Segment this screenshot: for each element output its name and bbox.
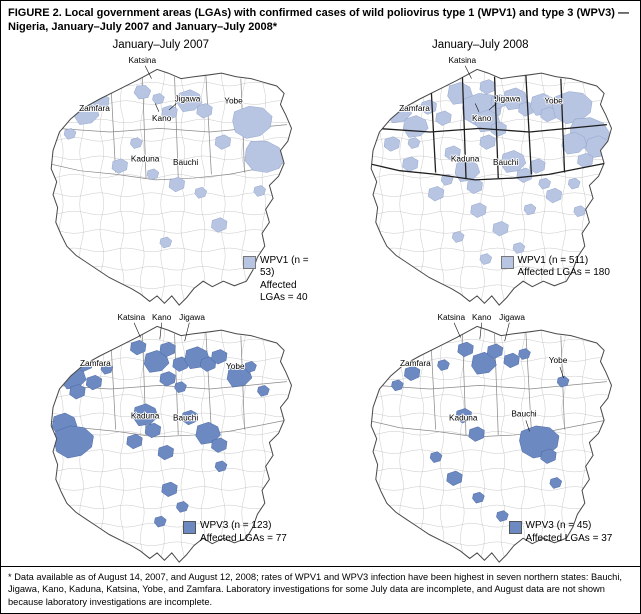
state-label-kano: Kano <box>152 313 172 322</box>
map-panel-wpv3-2007: Katsina Kano Jigawa Zamfara Yobe Kaduna … <box>1 308 321 566</box>
state-label-yobe: Yobe <box>544 96 563 105</box>
legend-cases: WPV3 (n = 45) <box>525 520 592 532</box>
column-header-2007: January–July 2007 <box>112 38 210 51</box>
state-label-bauchi: Bauchi <box>511 410 536 419</box>
nigeria-map-wpv1-2008: Katsina Jigawa Yobe Zamfara Kano Kaduna … <box>321 55 641 309</box>
map-panel-wpv3-2008: Katsina Kano Jigawa Zamfara Yobe Kaduna … <box>321 308 641 566</box>
legend-swatch-wpv3 <box>508 521 522 535</box>
state-label-yobe: Yobe <box>224 96 243 105</box>
column-header-2008: January–July 2008 <box>431 38 529 51</box>
state-labels: Katsina Kano Jigawa Zamfara Yobe Kaduna … <box>79 312 246 423</box>
map-panel-wpv1-2007: Katsina Jigawa Yobe Zamfara Kano Kaduna … <box>1 51 321 309</box>
state-label-bauchi: Bauchi <box>173 414 198 423</box>
figure-footnote: * Data available as of August 14, 2007, … <box>1 566 640 613</box>
legend-lgas: Affected LGAs = 40 <box>260 279 308 304</box>
legend-swatch-wpv1 <box>500 255 514 269</box>
legend-lgas: Affected LGAs = 180 <box>517 267 610 279</box>
state-label-katsina: Katsina <box>129 56 157 65</box>
nigeria-map-wpv1-2007: Katsina Jigawa Yobe Zamfara Kano Kaduna … <box>1 55 321 309</box>
state-label-yobe: Yobe <box>226 362 245 371</box>
state-label-kaduna: Kaduna <box>131 154 160 163</box>
legend-wpv3-2007: WPV3 (n = 123) Affected LGAs = 77 <box>183 520 287 545</box>
legend-swatch-wpv3 <box>183 521 196 535</box>
legend-wpv3-2008: WPV3 (n = 45) Affected LGAs = 37 <box>508 520 613 545</box>
label-leader-lines <box>464 65 497 112</box>
legend-lgas: Affected LGAs = 37 <box>525 532 613 544</box>
state-label-katsina: Katsina <box>448 56 476 65</box>
legend-swatch-wpv1 <box>243 255 256 269</box>
state-labels: Katsina Kano Jigawa Zamfara Yobe Kaduna … <box>399 312 569 423</box>
label-leader-lines <box>133 323 190 342</box>
nigeria-map-wpv3-2008: Katsina Kano Jigawa Zamfara Yobe Kaduna … <box>321 312 641 566</box>
state-label-kano: Kano <box>152 114 172 123</box>
state-labels: Katsina Jigawa Yobe Zamfara Kano Kaduna … <box>78 55 244 168</box>
column-headers: January–July 2007 January–July 2008 <box>1 37 640 51</box>
nigeria-map-wpv3-2007: Katsina Kano Jigawa Zamfara Yobe Kaduna … <box>1 312 321 566</box>
legend-wpv1-2008: WPV1 (n = 511) Affected LGAs = 180 <box>500 254 610 280</box>
state-label-katsina: Katsina <box>117 313 145 322</box>
state-label-zamfara: Zamfara <box>399 103 430 112</box>
state-label-kano: Kano <box>472 313 492 322</box>
legend-wpv1-2007: WPV1 (n = 53) Affected LGAs = 40 <box>243 255 321 305</box>
legend-cases: WPV1 (n = 511) <box>517 254 589 266</box>
map-panel-wpv1-2008: Katsina Jigawa Yobe Zamfara Kano Kaduna … <box>321 51 641 309</box>
state-label-jigawa: Jigawa <box>494 94 520 103</box>
state-label-kaduna: Kaduna <box>450 154 479 163</box>
state-label-jigawa: Jigawa <box>499 313 525 322</box>
legend-cases: WPV3 (n = 123) <box>200 520 272 532</box>
state-label-katsina: Katsina <box>437 313 465 322</box>
label-leader-lines <box>453 323 564 432</box>
state-labels: Katsina Jigawa Yobe Zamfara Kano Kaduna … <box>398 55 564 168</box>
state-label-kano: Kano <box>472 114 492 123</box>
state-label-zamfara: Zamfara <box>80 359 111 368</box>
state-label-jigawa: Jigawa <box>175 94 201 103</box>
state-label-bauchi: Bauchi <box>492 158 517 167</box>
state-label-yobe: Yobe <box>548 357 567 366</box>
legend-cases: WPV1 (n = 53) <box>260 254 309 279</box>
label-leader-lines <box>144 65 177 112</box>
state-label-bauchi: Bauchi <box>173 158 198 167</box>
state-label-kaduna: Kaduna <box>131 412 160 421</box>
maps-grid: Katsina Jigawa Yobe Zamfara Kano Kaduna … <box>1 51 640 567</box>
state-label-kaduna: Kaduna <box>449 414 478 423</box>
legend-lgas: Affected LGAs = 77 <box>200 532 287 544</box>
figure-title: FIGURE 2. Local government areas (LGAs) … <box>8 7 630 34</box>
state-label-zamfara: Zamfara <box>79 103 110 112</box>
state-label-zamfara: Zamfara <box>399 359 430 368</box>
state-label-jigawa: Jigawa <box>179 313 205 322</box>
